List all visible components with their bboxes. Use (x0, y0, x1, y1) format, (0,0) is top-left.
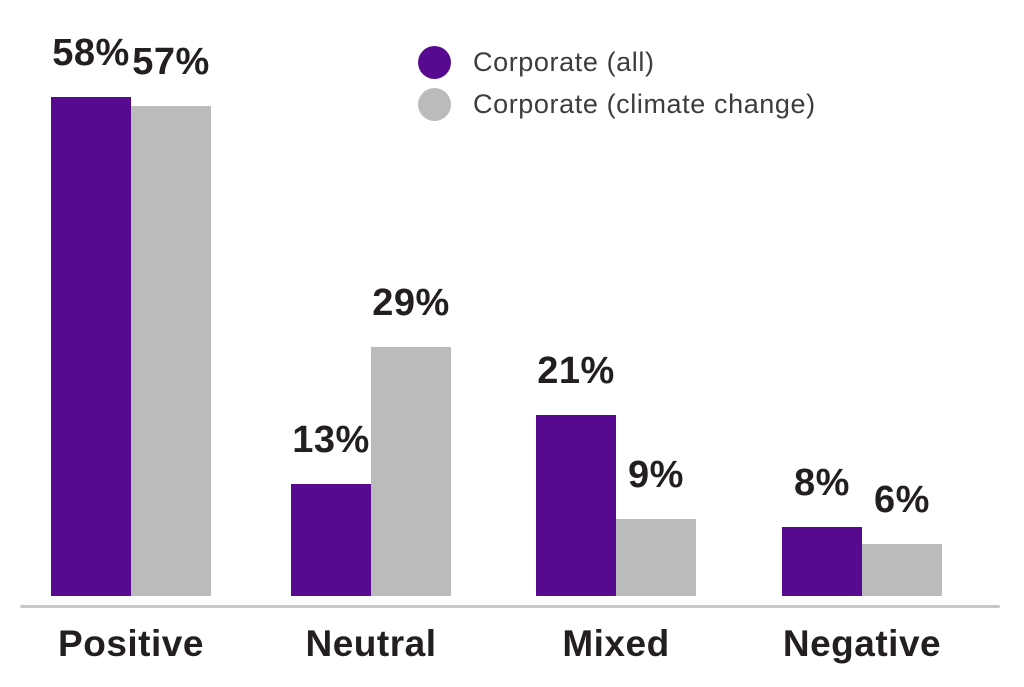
x-axis-line (20, 605, 1000, 608)
value-label-mixed-series-1: 9% (628, 454, 684, 496)
x-axis-label-neutral: Neutral (305, 623, 437, 664)
legend-label-corporate-climate-change: Corporate (climate change) (473, 89, 816, 119)
bar-negative-series-1 (862, 544, 942, 596)
bar-neutral-series-0 (291, 484, 371, 596)
value-label-positive-series-0: 58% (52, 32, 130, 74)
value-label-neutral-series-0: 13% (292, 419, 370, 461)
legend-item-corporate-climate-change: Corporate (climate change) (418, 88, 816, 121)
bar-negative-series-0 (782, 527, 862, 596)
chart-legend: Corporate (all) Corporate (climate chang… (418, 46, 816, 121)
x-axis-label-mixed: Mixed (562, 623, 670, 664)
legend-swatch-corporate-all-icon (418, 46, 451, 79)
legend-label-corporate-all: Corporate (all) (473, 47, 655, 77)
value-label-neutral-series-1: 29% (372, 282, 450, 324)
bar-neutral-series-1 (371, 347, 451, 596)
legend-item-corporate-all: Corporate (all) (418, 46, 816, 79)
bar-mixed-series-0 (536, 415, 616, 596)
value-label-positive-series-1: 57% (132, 41, 210, 83)
bar-positive-series-1 (131, 106, 211, 596)
bar-mixed-series-1 (616, 519, 696, 596)
value-label-mixed-series-0: 21% (537, 350, 615, 392)
x-axis-label-negative: Negative (782, 623, 942, 664)
value-label-negative-series-1: 6% (874, 479, 930, 521)
x-axis-label-positive: Positive (58, 623, 204, 664)
bar-positive-series-0 (51, 97, 131, 596)
value-label-negative-series-0: 8% (794, 462, 850, 504)
legend-swatch-corporate-climate-change-icon (418, 88, 451, 121)
